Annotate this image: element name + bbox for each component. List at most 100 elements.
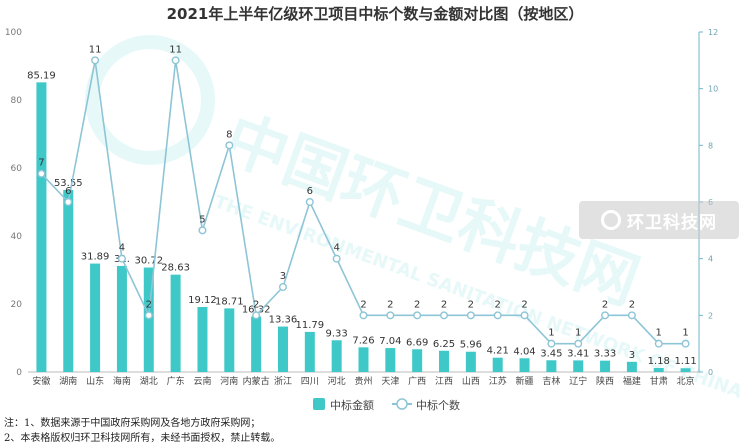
count-point	[252, 311, 261, 320]
count-value-label: 2	[441, 299, 447, 310]
bar-value-label: 3.41	[567, 348, 589, 359]
count-point	[37, 169, 46, 178]
count-value-label: 2	[414, 299, 420, 310]
bar	[331, 340, 342, 372]
count-value-label: 1	[656, 328, 662, 339]
x-tick-label: 陕西	[596, 375, 614, 387]
bar-value-label: 19.12	[188, 295, 217, 306]
badge-text: 环卫科技网	[627, 212, 717, 233]
bar	[170, 274, 181, 372]
count-point	[332, 254, 341, 263]
left-tick-label: 0	[16, 368, 22, 378]
count-point	[627, 311, 636, 320]
count-point	[440, 311, 449, 320]
bar	[116, 265, 127, 372]
legend-bar-swatch	[313, 398, 325, 410]
count-point	[144, 311, 153, 320]
bar	[224, 308, 235, 372]
footnote-2: 2、本表格版权归环卫科技网所有，未经书面授权，禁止转载。	[4, 433, 281, 444]
count-point	[278, 283, 287, 292]
x-tick-label: 四川	[301, 377, 319, 387]
count-point	[547, 339, 556, 348]
count-value-label: 1	[682, 328, 688, 339]
left-tick-label: 20	[11, 300, 23, 310]
right-tick-label: 0	[708, 368, 713, 377]
bar-value-label: 6.25	[433, 339, 455, 350]
count-value-label: 2	[521, 299, 527, 310]
bar	[519, 358, 530, 372]
count-value-label: 2	[360, 299, 366, 310]
legend-line-marker	[396, 398, 408, 410]
count-value-label: 3	[280, 271, 286, 282]
bar	[63, 189, 74, 372]
count-point	[654, 339, 663, 348]
bar	[600, 360, 611, 372]
bar-value-label: 4.04	[513, 346, 535, 357]
count-point	[359, 311, 368, 320]
bar	[680, 368, 691, 372]
bar-value-label: 1.18	[648, 356, 670, 367]
x-tick-label: 海南	[113, 375, 131, 387]
x-tick-label: 山东	[86, 375, 104, 387]
x-tick-label: 贵州	[354, 375, 372, 387]
x-tick-label: 广西	[408, 375, 426, 387]
count-value-label: 2	[602, 299, 608, 310]
left-tick-label: 80	[11, 96, 23, 106]
bar-value-label: 7.04	[379, 336, 401, 347]
count-value-label: 7	[38, 158, 44, 169]
bar-value-label: 7.26	[352, 335, 374, 346]
x-tick-label: 新疆	[516, 375, 534, 387]
bar	[277, 326, 288, 372]
bar-value-label: 3.33	[594, 349, 616, 360]
bar	[304, 331, 315, 372]
x-tick-label: 天津	[381, 376, 399, 387]
left-axis-ticks: 0 20 40 60 80 100	[5, 28, 22, 378]
footnote-1: 注：1、数据来源于中国政府采购网及各地方政府采购网；	[4, 418, 261, 429]
count-value-label: 8	[226, 129, 232, 140]
bar	[546, 360, 557, 372]
x-tick-label: 河南	[220, 375, 238, 387]
count-point	[386, 311, 395, 320]
bar	[197, 306, 208, 372]
bar-series	[36, 82, 691, 372]
count-point	[64, 197, 73, 206]
x-tick-label: 浙江	[274, 375, 292, 387]
count-point	[601, 311, 610, 320]
count-point	[117, 254, 126, 263]
x-tick-label: 福建	[623, 375, 641, 387]
x-tick-label: 吉林	[542, 375, 560, 387]
bar	[439, 350, 450, 372]
bar	[653, 367, 664, 372]
bar-value-label: 53.55	[54, 178, 83, 189]
right-tick-label: 8	[708, 141, 713, 150]
watermark-badge: 环卫科技网	[579, 201, 739, 239]
bar	[492, 357, 503, 372]
badge-logo-icon	[601, 210, 621, 230]
x-tick-label: 江西	[435, 376, 453, 387]
bar-value-label: 6.69	[406, 337, 428, 348]
bar-value-label: 3	[629, 350, 635, 361]
x-tick-label: 辽宁	[569, 375, 587, 387]
count-value-label: 4	[333, 243, 339, 254]
x-tick-label: 广东	[167, 375, 185, 387]
count-value-label: 6	[65, 186, 71, 197]
bar	[143, 267, 154, 372]
bar-value-label: 16.32	[242, 305, 271, 316]
bar-value-label: 31.89	[81, 252, 110, 263]
left-tick-label: 40	[11, 232, 23, 242]
count-value-label: 1	[548, 328, 554, 339]
count-point	[91, 56, 100, 65]
x-axis-labels: 安徽 湖南 山东 海南 湖北 广东 云南 河南 内蒙古 浙江 四川 河北 贵州 天津 广西 江西 山西 江苏 新疆吉…	[32, 375, 694, 387]
count-value-label: 2	[253, 299, 259, 310]
bar-value-label: 4.21	[487, 346, 509, 357]
x-tick-label: 山西	[462, 376, 480, 387]
count-point	[493, 311, 502, 320]
left-tick-label: 100	[5, 28, 22, 38]
count-value-label: 1	[575, 328, 581, 339]
count-point	[574, 339, 583, 348]
bar-value-label: 5.96	[460, 340, 482, 351]
bar	[36, 82, 47, 372]
legend-line-label: 中标个数	[416, 398, 460, 412]
